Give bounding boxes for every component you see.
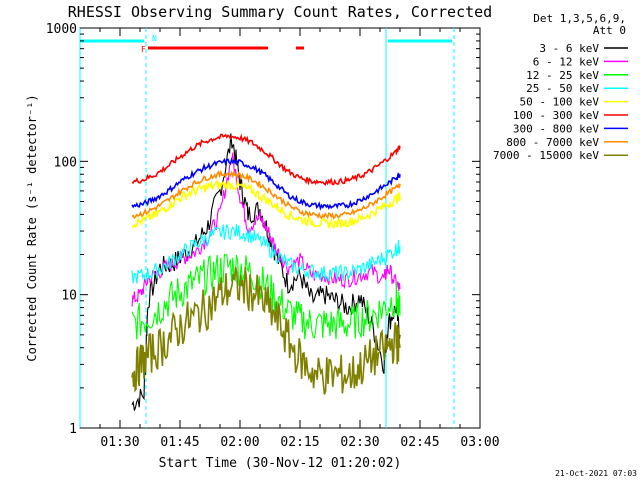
legend-label: 12 - 25 keV [526,69,599,82]
y-axis: 1 10 100 1000 [46,22,480,437]
x-axis-label: Start Time (30-Nov-12 01:20:02) [159,456,402,471]
legend-label: 100 - 300 keV [513,109,599,122]
legend-label: 300 - 800 keV [513,122,599,135]
footer-date: 21-Oct-2021 07:03 [555,469,637,478]
legend-label: 25 - 50 keV [526,82,599,95]
x-tick-label: 02:15 [280,435,319,450]
x-tick-label: 02:30 [340,435,379,450]
series-line [131,169,401,220]
chart-title: RHESSI Observing Summary Count Rates, Co… [68,3,492,21]
legend-label: 50 - 100 keV [520,96,600,109]
series-line [131,224,401,284]
x-tick-label: 02:00 [220,435,259,450]
series-line [131,152,401,307]
legend-label: 800 - 7000 keV [506,136,599,149]
x-axis: 01:30 01:45 02:00 02:15 02:30 02:45 03:00 [99,28,500,450]
x-tick-label: 01:30 [100,435,139,450]
legend-label: 3 - 6 keV [539,42,599,55]
series-line [131,266,401,395]
series-line [131,157,401,211]
y-tick-label: 1000 [46,22,77,37]
series-line [131,133,401,187]
legend-header: Det 1,3,5,6,9,Att 0 [533,12,626,37]
y-tick-label: 1 [69,422,77,437]
flag-label: F [141,45,146,54]
x-tick-label: 03:00 [460,435,499,450]
series-line [131,178,401,230]
y-tick-label: 10 [61,289,77,304]
y-axis-label: Corrected Count Rate (s⁻¹ detector⁻¹) [25,94,39,361]
x-tick-label: 01:45 [160,435,199,450]
flag-label: N [152,34,157,43]
legend-header-line: Att 0 [593,24,626,37]
x-tick-label: 02:45 [400,435,439,450]
y-tick-label: 100 [54,155,77,170]
legend-header-line: Det 1,3,5,6,9, [533,12,626,25]
legend-label: 6 - 12 keV [533,55,600,68]
legend-label: 7000 - 15000 keV [493,149,599,162]
